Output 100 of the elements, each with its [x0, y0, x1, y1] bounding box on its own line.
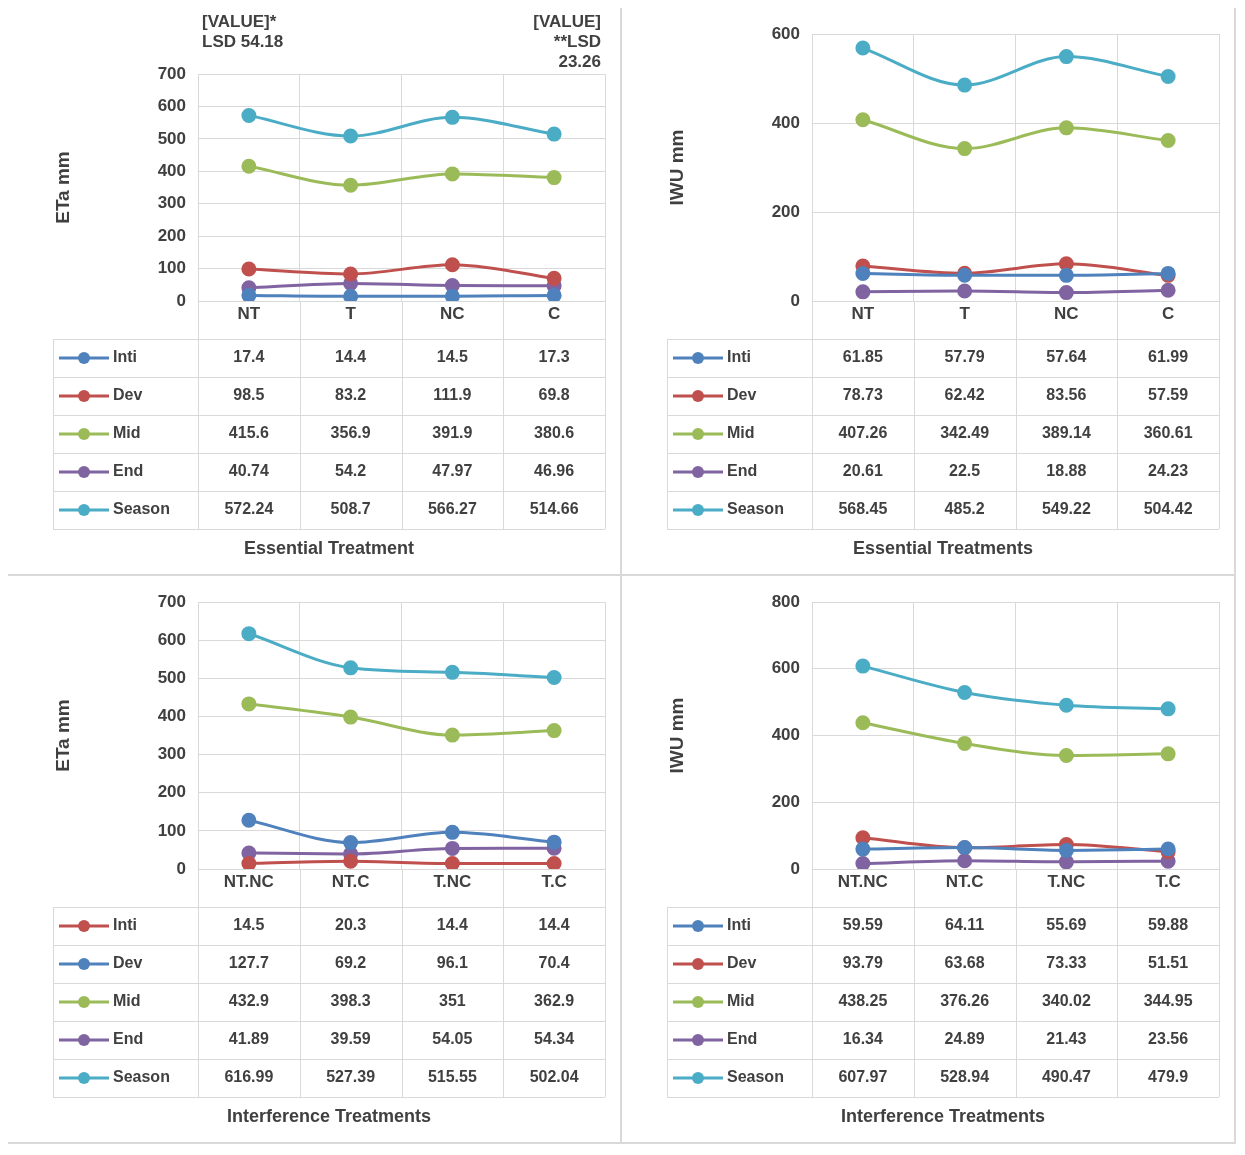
data-label: 61.99	[1148, 348, 1189, 366]
data-label: 490.47	[1041, 1068, 1091, 1086]
legend-label: Inti	[727, 348, 751, 366]
y-tick-label: 0	[176, 858, 186, 878]
data-label: 376.26	[940, 992, 990, 1010]
legend-label: End	[113, 1030, 144, 1048]
x-axis-title: Interference Treatments	[840, 1105, 1046, 1126]
legend-label: End	[113, 462, 144, 480]
data-label: 22.5	[949, 462, 981, 480]
data-label: 111.9	[433, 386, 472, 404]
x-axis-title: Essential Treatment	[243, 537, 415, 558]
y-tick-label: 700	[157, 63, 186, 83]
data-label: 398.3	[330, 992, 371, 1010]
legend-label: Inti	[113, 348, 137, 366]
x-tick-label: NC	[440, 303, 465, 323]
data-label: 14.5	[233, 916, 265, 934]
data-label: 24.23	[1148, 462, 1189, 480]
data-label: 360.61	[1143, 424, 1193, 442]
x-tick-label: NT	[851, 303, 875, 323]
y-tick-label: 400	[157, 706, 186, 726]
y-axis-title: ETa mm	[51, 151, 73, 224]
data-label: 344.95	[1143, 992, 1193, 1010]
x-tick-label: NT.C	[331, 871, 370, 891]
y-axis-title: ETa mm	[51, 699, 73, 772]
data-label: 504.42	[1143, 500, 1193, 518]
text: [VALUE] **LSD 23.26	[533, 12, 601, 72]
data-label: 17.3	[538, 348, 570, 366]
data-label: 568.45	[838, 500, 888, 518]
data-label: 389.14	[1041, 424, 1091, 442]
data-label: 83.2	[335, 386, 367, 404]
y-tick-label: 500	[157, 667, 186, 687]
data-label: 415.6	[228, 424, 269, 442]
data-label: 380.6	[534, 424, 575, 442]
data-label: 438.25	[838, 992, 888, 1010]
legend-label: Mid	[727, 424, 755, 442]
x-tick-label: NT	[237, 303, 261, 323]
y-tick-label: 700	[157, 591, 186, 611]
data-label: 14.5	[436, 348, 469, 366]
data-label: 20.61	[842, 462, 883, 480]
data-label: 566.27	[427, 500, 477, 518]
y-tick-label: 200	[157, 225, 186, 245]
data-label: 14.4	[538, 916, 570, 934]
data-label: 57.79	[944, 348, 985, 366]
data-label: 57.59	[1148, 386, 1189, 404]
data-label: 59.88	[1148, 916, 1189, 934]
data-label: 96.1	[436, 954, 469, 972]
data-label: 17.4	[233, 348, 265, 366]
data-label: 616.99	[224, 1068, 274, 1086]
data-label: 508.7	[330, 500, 371, 518]
y-tick-label: 800	[771, 591, 800, 611]
data-label: 51.51	[1148, 954, 1189, 972]
data-label: 55.69	[1046, 916, 1087, 934]
data-label: 528.94	[940, 1068, 990, 1086]
x-tick-label: NT.NC	[223, 871, 274, 891]
data-label: 514.66	[529, 500, 579, 518]
y-tick-label: 0	[176, 290, 186, 310]
data-label: 83.56	[1046, 386, 1087, 404]
legend-label: Season	[727, 1068, 784, 1086]
x-tick-label: C	[1161, 303, 1175, 323]
y-tick-label: 200	[771, 791, 800, 811]
y-tick-label: 100	[157, 820, 186, 840]
text: [VALUE]* LSD 54.18	[202, 12, 284, 52]
data-label: 16.34	[842, 1030, 883, 1048]
data-label: 47.97	[432, 462, 473, 480]
y-tick-label: 400	[771, 725, 800, 745]
x-tick-label: T.NC	[1047, 871, 1086, 891]
x-axis-title: Interference Treatments	[226, 1105, 432, 1126]
data-label: 63.68	[944, 954, 985, 972]
data-label: 24.89	[944, 1030, 985, 1048]
data-label: 356.9	[330, 424, 371, 442]
y-tick-label: 0	[790, 290, 800, 310]
y-tick-label: 100	[157, 258, 186, 278]
y-tick-label: 400	[771, 112, 800, 132]
y-tick-label: 0	[790, 858, 800, 878]
data-label: 342.49	[940, 424, 990, 442]
data-label: 362.9	[534, 992, 575, 1010]
y-axis-title: IWU mm	[665, 697, 687, 774]
data-label: 572.24	[224, 500, 274, 518]
data-label: 46.96	[534, 462, 575, 480]
x-tick-label: T	[345, 303, 357, 323]
legend-label: Dev	[113, 386, 143, 404]
data-label: 127.7	[228, 954, 269, 972]
x-tick-label: T.C	[541, 871, 567, 891]
data-label: 527.39	[326, 1068, 376, 1086]
y-tick-label: 500	[157, 128, 186, 148]
data-label: 54.05	[432, 1030, 473, 1048]
legend-label: Mid	[113, 424, 141, 442]
data-label: 607.97	[838, 1068, 888, 1086]
data-label: 485.2	[944, 500, 985, 518]
legend-label: Season	[113, 500, 170, 518]
data-label: 39.59	[330, 1030, 371, 1048]
data-label: 351	[439, 992, 466, 1010]
y-tick-label: 300	[157, 744, 186, 764]
y-tick-label: 600	[771, 23, 800, 43]
x-tick-label: T.C	[1155, 871, 1181, 891]
legend-label: Mid	[727, 992, 755, 1010]
legend-label: Dev	[113, 954, 143, 972]
data-label: 62.42	[944, 386, 985, 404]
data-label: 502.04	[529, 1068, 579, 1086]
x-axis-title: Essential Treatments	[852, 537, 1034, 558]
